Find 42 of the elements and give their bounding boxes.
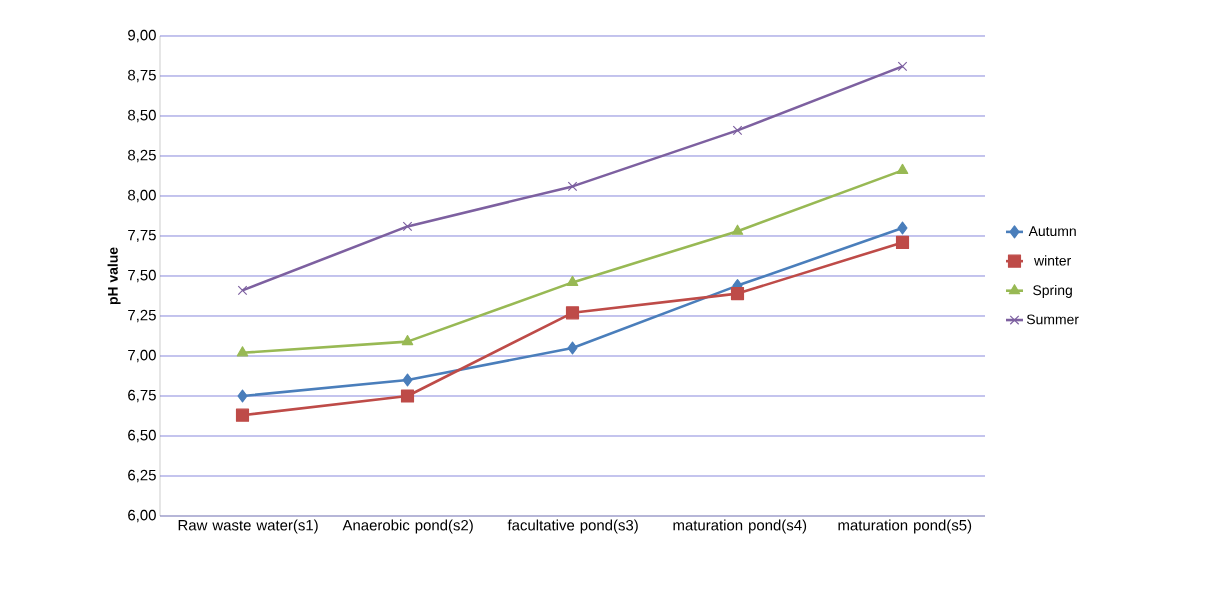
y-tick-label: 6,50 xyxy=(128,429,156,443)
point xyxy=(401,335,414,346)
point xyxy=(895,235,910,249)
y-tick-label: 6,75 xyxy=(128,389,156,403)
legend-label: winter xyxy=(1034,255,1072,266)
y-tick-label: 8,00 xyxy=(128,189,156,203)
point xyxy=(567,181,578,192)
point xyxy=(897,221,908,235)
y-tick-label: 7,00 xyxy=(128,349,156,363)
point xyxy=(730,287,745,301)
y-tick-label: 8,50 xyxy=(128,109,156,123)
y-tick-label: 9,00 xyxy=(128,29,156,43)
legend-label: Spring xyxy=(1033,284,1072,298)
point xyxy=(565,306,580,320)
point xyxy=(567,341,578,355)
y-axis-title: pH value xyxy=(107,247,121,305)
point xyxy=(237,285,248,296)
point xyxy=(402,373,413,387)
point xyxy=(731,224,744,235)
y-tick-label: 8,75 xyxy=(128,69,156,83)
y-tick-label: 6,00 xyxy=(128,509,156,523)
point xyxy=(896,163,909,174)
y-tick-label: 7,75 xyxy=(128,229,156,243)
point xyxy=(400,389,415,403)
point xyxy=(897,61,908,72)
point xyxy=(237,389,248,403)
point xyxy=(732,125,743,136)
x-tick-label: Anaerobic pond(s2) xyxy=(342,519,473,534)
x-tick-label: maturation pond(s4) xyxy=(673,519,807,534)
point xyxy=(566,275,579,286)
y-tick-label: 7,25 xyxy=(128,309,156,323)
point xyxy=(236,346,249,357)
point xyxy=(235,408,250,422)
legend-label: Autumn xyxy=(1028,226,1076,237)
y-tick-label: 7,50 xyxy=(128,269,156,283)
y-tick-label: 8,25 xyxy=(128,149,156,163)
legend-label: Summer xyxy=(1026,314,1079,325)
x-tick-label: Raw waste water(s1) xyxy=(178,519,318,534)
point xyxy=(402,221,413,232)
x-tick-label: facultative pond(s3) xyxy=(507,519,638,534)
x-tick-label: maturation pond(s5) xyxy=(838,519,972,534)
y-tick-label: 6,25 xyxy=(128,469,156,483)
